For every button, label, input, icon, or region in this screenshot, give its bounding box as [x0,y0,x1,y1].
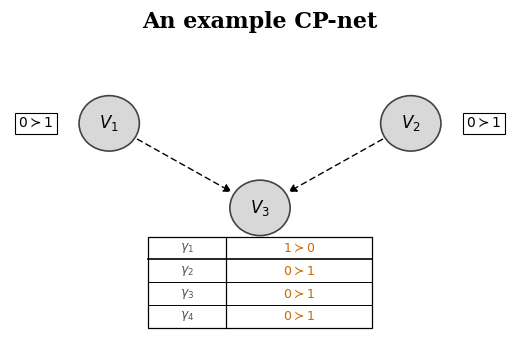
FancyBboxPatch shape [148,237,372,328]
Text: $V_3$: $V_3$ [250,198,270,218]
Text: $0 \succ 1$: $0 \succ 1$ [18,116,54,130]
Text: $0 \succ 1$: $0 \succ 1$ [283,310,315,323]
Text: $\gamma_3$: $\gamma_3$ [180,287,194,300]
Text: $0 \succ 1$: $0 \succ 1$ [283,264,315,277]
Text: $V_1$: $V_1$ [99,113,119,134]
Text: An example CP-net: An example CP-net [142,11,378,33]
Ellipse shape [79,96,139,151]
Text: $V_2$: $V_2$ [401,113,421,134]
Text: $\gamma_4$: $\gamma_4$ [180,310,194,323]
Text: $\gamma_2$: $\gamma_2$ [180,264,194,278]
Text: $0 \succ 1$: $0 \succ 1$ [283,287,315,300]
Text: $\gamma_1$: $\gamma_1$ [180,241,194,255]
Ellipse shape [381,96,441,151]
Text: $1 \succ 0$: $1 \succ 0$ [283,242,315,255]
Ellipse shape [230,180,290,236]
Text: $0 \succ 1$: $0 \succ 1$ [466,116,502,130]
